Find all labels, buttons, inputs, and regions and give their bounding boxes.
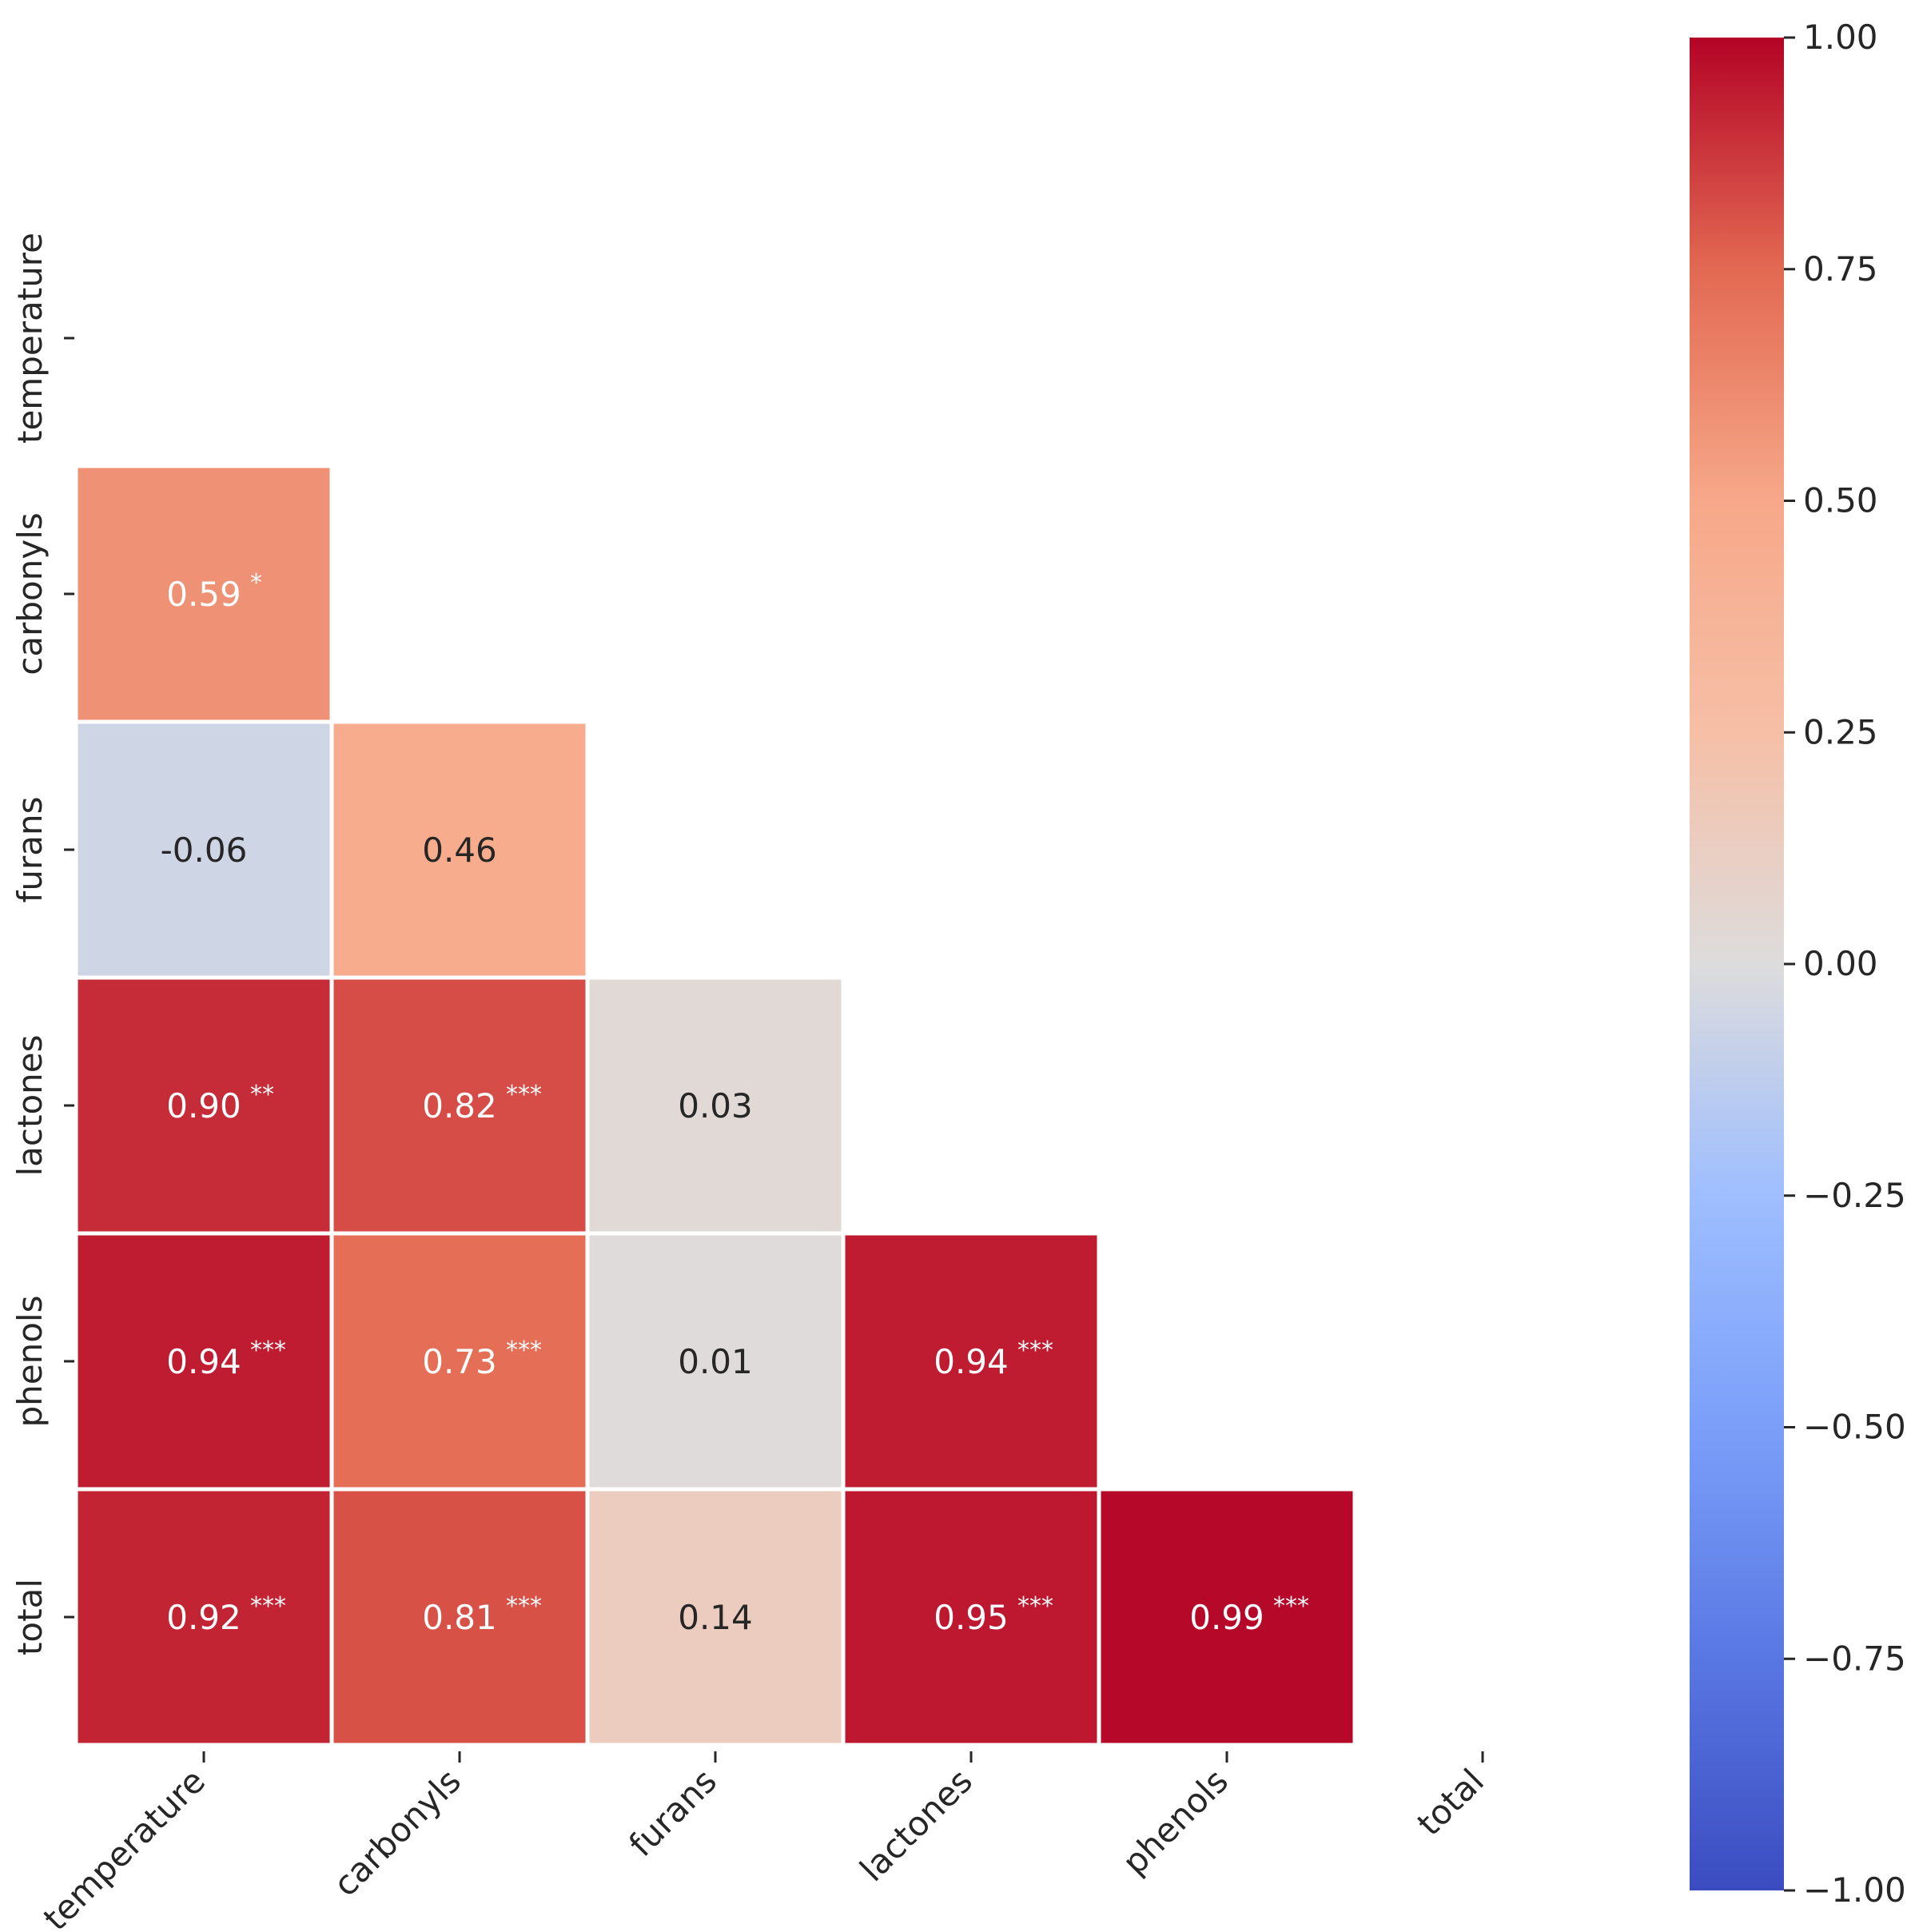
colorbar-tick-label: 0.25 [1803, 712, 1878, 751]
heatmap-cell [841, 1231, 1101, 1492]
colorbar-tick-label: 0.50 [1803, 481, 1878, 520]
colorbar-tick-label: −0.25 [1803, 1176, 1906, 1215]
cell-value-label: 0.94 [934, 1342, 1009, 1381]
colorbar: 1.00 0.75 0.50 0.25 0.00 −0.25 −0.50 −0.75 −1.00 [1690, 18, 1906, 1910]
significance-stars: ** [250, 1081, 274, 1109]
significance-stars: * [250, 569, 262, 597]
colorbar-tick-label: −0.50 [1803, 1408, 1906, 1447]
colorbar-tick-label: 0.00 [1803, 944, 1878, 983]
x-tick-label: lactones [852, 1761, 980, 1889]
heatmap-cell [329, 1487, 590, 1747]
cell-value-label: -0.06 [161, 831, 248, 870]
colorbar-gradient [1690, 38, 1784, 1890]
colorbar-tick-label: −0.75 [1803, 1639, 1906, 1678]
significance-stars: *** [250, 1592, 286, 1620]
heatmap-cell [329, 719, 590, 980]
significance-stars: *** [506, 1336, 542, 1364]
cell-value-label: 0.14 [678, 1598, 753, 1637]
y-tick-label: temperature [10, 233, 50, 444]
heatmap-cell [74, 464, 334, 724]
cell-value-label: 0.01 [678, 1342, 753, 1381]
y-tick-label: total [10, 1579, 50, 1655]
y-axis: temperature carbonyls furans lactones phenol… [10, 233, 74, 1655]
y-tick-label: furans [10, 797, 50, 903]
significance-stars: *** [1017, 1592, 1053, 1620]
heatmap-cell [585, 975, 846, 1236]
significance-stars: *** [250, 1336, 286, 1364]
cell-value-label: 0.90 [166, 1086, 241, 1125]
cell-value-label: 0.95 [934, 1598, 1009, 1637]
colorbar-tick-label: −1.00 [1803, 1870, 1906, 1910]
cell-value-label: 0.82 [422, 1086, 497, 1125]
cell-value-label: 0.46 [422, 831, 497, 870]
heatmap-cell [329, 1231, 590, 1492]
colorbar-tick-label: 1.00 [1803, 18, 1878, 57]
cell-value-label: 0.03 [678, 1086, 753, 1125]
cell-value-label: 0.99 [1189, 1598, 1264, 1637]
x-tick-label: carbonyls [326, 1761, 469, 1904]
significance-stars: *** [1017, 1336, 1053, 1364]
heatmap-cell [1097, 1487, 1357, 1747]
heatmap-cells: 0.59 * -0.06 0.46 0.90 ** 0.82 *** 0.03 0.94 *** 0.… [74, 464, 1357, 1747]
cell-value-label: 0.94 [166, 1342, 241, 1381]
x-tick-label: total [1410, 1761, 1492, 1843]
x-tick-label: furans [621, 1761, 724, 1864]
significance-stars: *** [1273, 1592, 1309, 1620]
cell-value-label: 0.81 [422, 1598, 497, 1637]
x-axis: temperature carbonyls furans lactones phenol… [36, 1751, 1491, 1932]
colorbar-tick-label: 0.75 [1803, 249, 1878, 289]
x-tick-label: temperature [36, 1761, 213, 1932]
heatmap-cell [585, 1487, 846, 1747]
y-tick-label: phenols [10, 1296, 50, 1428]
heatmap-cell [74, 719, 334, 980]
y-tick-label: lactones [10, 1034, 50, 1176]
cell-value-label: 0.73 [422, 1342, 497, 1381]
significance-stars: *** [506, 1081, 542, 1109]
heatmap-cell [74, 975, 334, 1236]
y-tick-label: carbonyls [10, 512, 50, 675]
x-tick-label: phenols [1115, 1761, 1236, 1882]
significance-stars: *** [506, 1592, 542, 1620]
cell-value-label: 0.59 [166, 575, 241, 614]
cell-value-label: 0.92 [166, 1598, 241, 1637]
heatmap-cell [841, 1487, 1101, 1747]
